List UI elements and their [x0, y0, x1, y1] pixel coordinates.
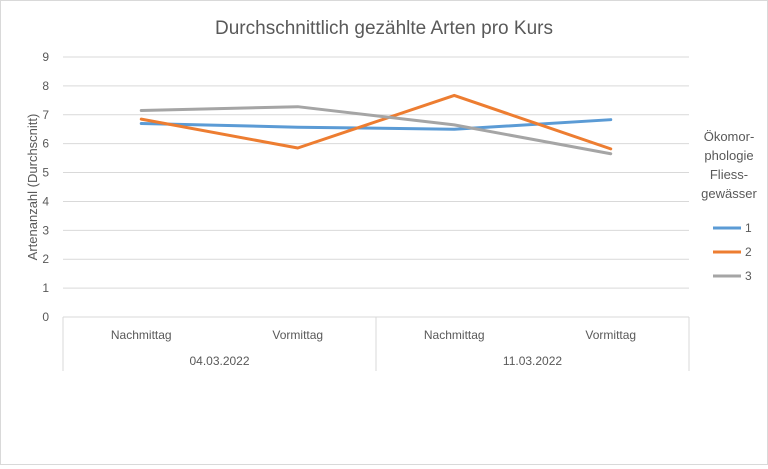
x-tick-label: Vormittag: [585, 328, 636, 342]
x-axis: Nachmittag Vormittag Nachmittag Vormittag 04…: [62, 316, 690, 371]
legend-title: Ökomor-: [704, 129, 755, 144]
x-group-label: 04.03.2022: [189, 354, 249, 368]
gridlines: [63, 56, 689, 289]
y-tick-label: 4: [42, 194, 49, 208]
y-tick-label: 5: [42, 166, 49, 180]
series-line-1: [139, 118, 613, 131]
x-tick-label: Vormittag: [272, 328, 323, 342]
legend-title: phologie: [704, 148, 753, 163]
legend-entry: 3: [745, 269, 752, 283]
x-tick-label: Nachmittag: [424, 328, 485, 342]
chart-title: Durchschnittlich gezählte Arten pro Kurs: [215, 18, 553, 39]
y-tick-label: 0: [42, 310, 49, 324]
y-tick-label: 7: [42, 108, 49, 122]
legend: Ökomor-phologie Fliess-gewässer 1 2 3: [701, 129, 757, 283]
y-tick-label: 6: [42, 137, 49, 151]
series-line-3: [139, 105, 613, 156]
x-group-label: 11.03.2022: [503, 354, 562, 368]
series-lines: [139, 93, 613, 156]
series-line-2: [139, 93, 613, 151]
y-tick-label: 2: [42, 252, 49, 266]
y-tick-label: 8: [42, 79, 49, 93]
y-tick-label: 3: [42, 223, 49, 237]
y-tick-label: 9: [42, 50, 49, 64]
y-axis-ticks: 0 1 2 3 4 5 6 7 8 9: [42, 50, 49, 324]
legend-title: gewässer: [701, 186, 757, 201]
legend-entry: 2: [745, 245, 752, 259]
legend-entry: 1: [745, 221, 752, 235]
y-axis-title: Artenanzahl (Durchscnitt): [25, 114, 40, 261]
y-tick-label: 1: [42, 281, 49, 295]
x-tick-label: Nachmittag: [111, 328, 172, 342]
legend-title: Fliess-: [710, 167, 748, 182]
